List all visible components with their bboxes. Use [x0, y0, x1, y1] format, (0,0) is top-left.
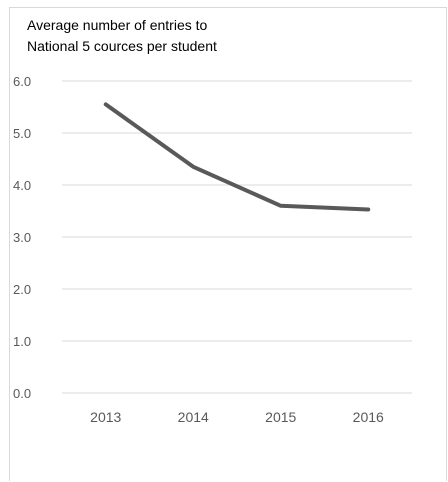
- series-line: [103, 102, 371, 212]
- y-tick-label: 5.0: [13, 126, 31, 141]
- y-tick-label: 2.0: [13, 282, 31, 297]
- y-tick-label: 0.0: [13, 386, 31, 401]
- data-point: [367, 208, 369, 210]
- chart-frame: [9, 7, 447, 481]
- x-tick-label: 2013: [90, 409, 121, 425]
- x-tick-label: 2015: [265, 409, 296, 425]
- chart-title-line-1: Average number of entries to: [27, 17, 208, 33]
- data-point: [105, 103, 107, 105]
- y-tick-label: 4.0: [13, 178, 31, 193]
- y-tick-label: 6.0: [13, 74, 31, 89]
- chart-title: Average number of entries to National 5 …: [27, 15, 327, 57]
- chart-title-line-2: National 5 cources per student: [27, 38, 217, 54]
- data-point: [280, 205, 282, 207]
- y-tick-label: 1.0: [13, 334, 31, 349]
- y-tick-label: 3.0: [13, 230, 31, 245]
- data-point: [192, 166, 194, 168]
- x-tick-label: 2016: [353, 409, 384, 425]
- x-tick-label: 2014: [178, 409, 209, 425]
